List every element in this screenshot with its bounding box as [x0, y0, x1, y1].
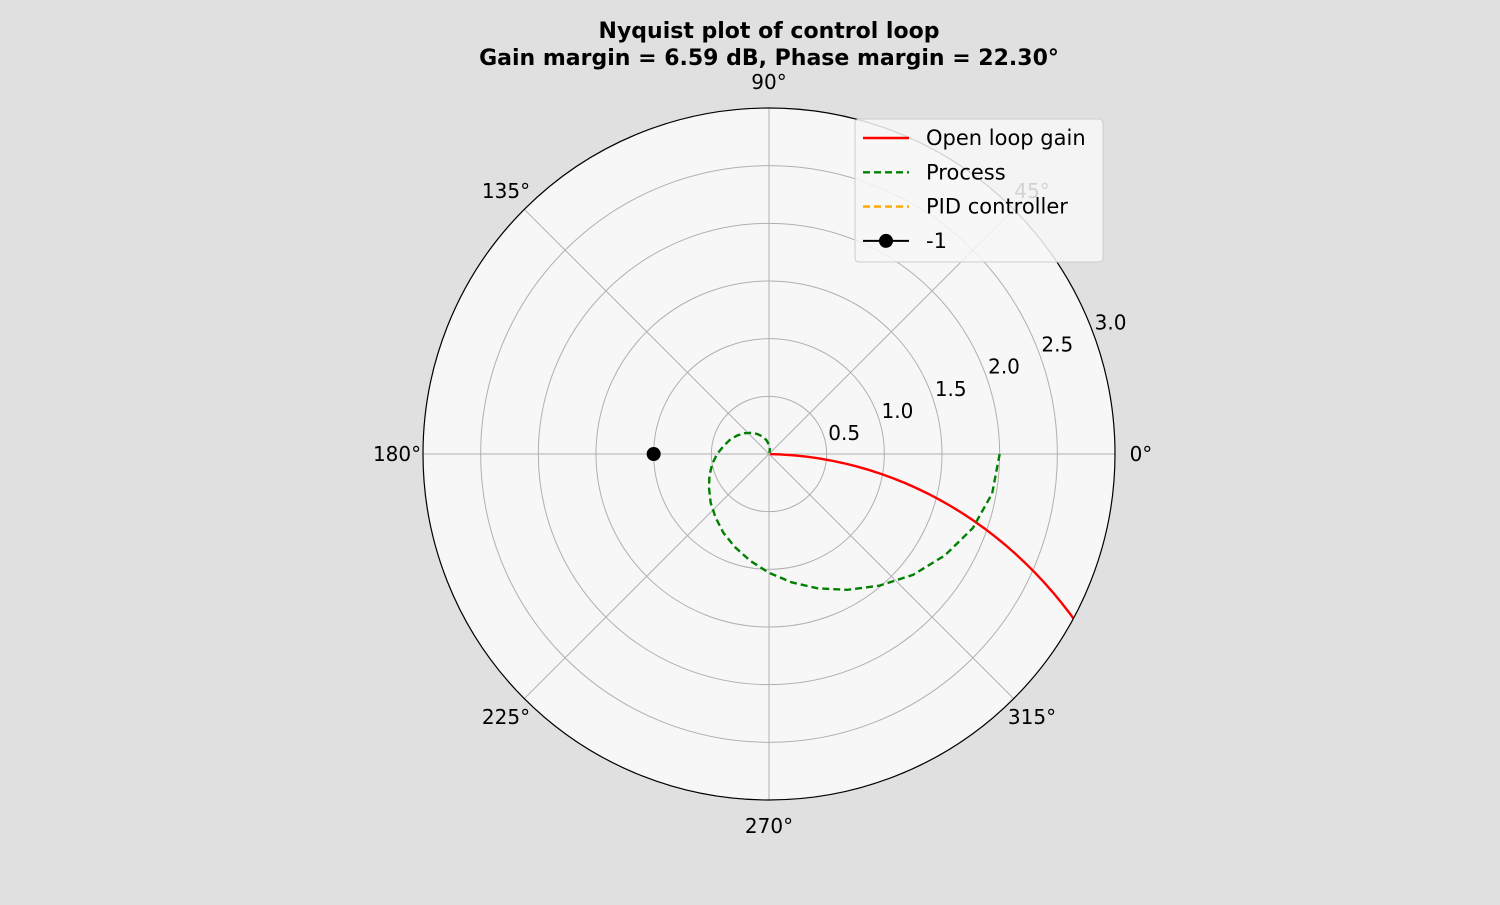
legend: Open loop gain Process PID controller -1: [854, 118, 1104, 263]
r-tick-label: 0.5: [828, 421, 860, 445]
chart-title-line2: Gain margin = 6.59 dB, Phase margin = 22…: [479, 46, 1059, 71]
theta-tick-label: 0°: [1130, 442, 1153, 466]
series-group: [707, 431, 1088, 639]
r-tick-label: 2.0: [988, 355, 1020, 379]
theta-gridline: [523, 208, 770, 455]
series-line-0: [770, 452, 1088, 639]
legend-label: -1: [926, 229, 947, 253]
legend-swatch-marker: [879, 233, 893, 248]
theta-tick-label: 180°: [373, 442, 421, 466]
r-tick-label: 1.5: [935, 377, 967, 401]
theta-tick-label: 90°: [751, 70, 786, 94]
theta-gridline: [523, 453, 770, 700]
theta-tick-label: 225°: [482, 705, 530, 729]
theta-tick-label: 135°: [482, 179, 530, 203]
theta-gridline: [768, 453, 1015, 700]
legend-label: PID controller: [926, 195, 1068, 219]
r-tick-label: 3.0: [1095, 311, 1127, 335]
series-marker-point: [646, 447, 661, 461]
chart-title-line1: Nyquist plot of control loop: [599, 19, 940, 44]
legend-box: [854, 118, 1104, 263]
r-tick-label: 2.5: [1041, 333, 1073, 357]
legend-label: Process: [926, 160, 1006, 184]
legend-label: Open loop gain: [926, 126, 1086, 150]
r-tick-label: 1.0: [882, 399, 914, 423]
theta-tick-label: 315°: [1008, 705, 1056, 729]
polar-frame: [422, 107, 1116, 801]
theta-tick-label: 270°: [745, 814, 793, 838]
series-line-1: [707, 431, 1001, 592]
